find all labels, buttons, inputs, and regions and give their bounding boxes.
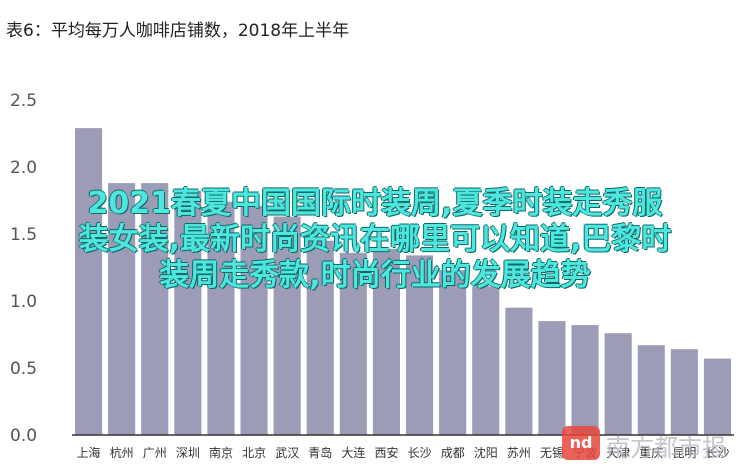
watermark-text: 南方都市报	[606, 434, 726, 462]
x-tick-label: 杭州	[110, 445, 134, 460]
bar-16	[604, 333, 632, 435]
x-tick-label: 昆明	[672, 446, 696, 460]
bar-4	[207, 201, 235, 435]
x-tick-label: 成都	[441, 446, 465, 460]
bar-1	[108, 183, 136, 435]
bar-5	[240, 205, 268, 435]
x-tick-label: 大连	[341, 445, 365, 460]
x-tick-label: 南京	[209, 445, 233, 460]
x-tick-label: 天津	[606, 446, 630, 460]
bar-9	[372, 248, 400, 435]
x-tick-label: 重庆	[639, 446, 663, 460]
y-tick-label: 2.5	[10, 91, 37, 111]
y-tick-label: 2.0	[10, 158, 37, 178]
bar-6	[273, 216, 301, 435]
newspaper-logo-icon: nd	[562, 426, 600, 460]
bar-2	[141, 183, 169, 435]
x-tick-label: 广州	[143, 446, 167, 460]
bar-8	[339, 252, 367, 435]
bar-11	[439, 270, 467, 435]
overlay-line-3: 装周走秀款,时尚行业的发展趋势	[159, 258, 591, 293]
bar-15	[571, 325, 599, 435]
y-tick-label: 1.0	[10, 292, 37, 312]
y-tick-label: 1.5	[10, 225, 37, 245]
x-tick-label: 深圳	[176, 446, 200, 460]
bar-14	[538, 321, 566, 435]
x-tick-label: 上海	[76, 445, 100, 460]
x-tick-label: 北京	[242, 446, 266, 460]
bar-13	[505, 307, 533, 435]
bar-3	[174, 191, 202, 435]
bars	[75, 128, 731, 435]
x-tick-label: 无锡	[540, 445, 564, 460]
bar-17	[637, 345, 665, 435]
bar-0	[75, 128, 103, 435]
x-tick-label: 武汉	[275, 446, 299, 460]
x-tick-label: 青岛	[308, 445, 332, 460]
x-tick-label: 苏州	[507, 446, 531, 460]
y-axis-ticks: 0.0 0.5 1.0 1.5 2.0 2.5	[10, 91, 37, 446]
watermark: nd 南方都市报	[562, 424, 748, 464]
chart-title: 表6：平均每万人咖啡店铺数，2018年上半年	[6, 21, 350, 41]
overlay-line-2: 装女装,最新时尚资讯在哪里可以知道,巴黎时	[78, 222, 672, 257]
overlay-headline: 2021春夏中国国际时装周,夏季时装走秀服 装女装,最新时尚资讯在哪里可以知道,…	[0, 186, 750, 294]
bar-7	[306, 240, 334, 435]
x-tick-label: 西安	[374, 445, 398, 460]
bar-18	[670, 349, 698, 435]
bar-19	[703, 358, 731, 435]
x-tick-label: 沈阳	[474, 445, 498, 460]
x-tick-label: 长沙	[408, 446, 432, 460]
y-tick-label: 0.5	[10, 359, 37, 379]
overlay-line-1: 2021春夏中国国际时装周,夏季时装走秀服	[87, 186, 663, 221]
y-tick-label: 0.0	[10, 426, 37, 446]
bar-12	[472, 286, 500, 435]
x-tick-label: 长沙	[705, 446, 729, 460]
x-axis-labels: 上海杭州广州深圳南京北京武汉青岛大连西安长沙成都沈阳苏州无锡宁波天津重庆昆明长沙	[76, 445, 729, 460]
bar-10	[406, 255, 434, 435]
